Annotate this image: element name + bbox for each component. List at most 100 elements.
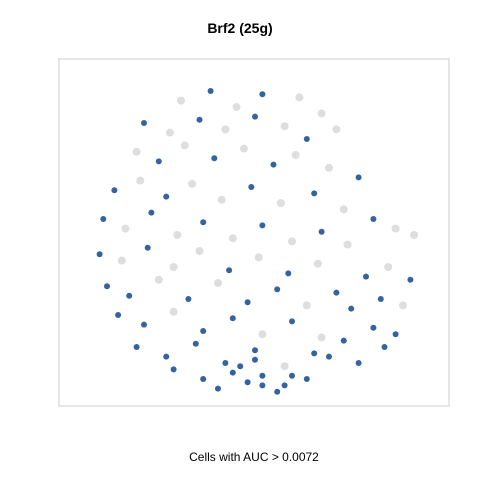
cell-point [180, 141, 189, 150]
cell-point [332, 125, 341, 134]
cell-point [291, 151, 300, 159]
cell-point [214, 279, 222, 287]
cell-point-high-auc [259, 372, 266, 379]
cell-point [295, 93, 304, 102]
cell-point-high-auc [407, 276, 414, 283]
cell-point-high-auc [207, 88, 214, 94]
cell-point [121, 224, 130, 233]
cell-point-high-auc [211, 155, 218, 162]
cell-point-high-auc [252, 113, 258, 120]
cell-point [339, 205, 348, 214]
cell-point [232, 103, 241, 111]
cell-point [254, 253, 263, 262]
cell-point-high-auc [148, 209, 155, 216]
cell-point [169, 307, 178, 316]
cell-point-high-auc [270, 161, 277, 168]
cell-point-high-auc [355, 360, 362, 366]
cell-point-high-auc [303, 376, 310, 382]
cell-point-high-auc [281, 382, 288, 389]
cell-point-high-auc [163, 353, 170, 360]
cell-point-high-auc [303, 136, 310, 142]
cell-point-high-auc [185, 296, 192, 302]
cell-point-high-auc [340, 337, 347, 344]
cell-point-high-auc [115, 312, 122, 318]
cell-point [317, 109, 326, 118]
cell-point-high-auc [196, 116, 203, 123]
cell-point [317, 333, 326, 342]
cell-point-high-auc [141, 120, 147, 126]
cell-point-high-auc [104, 283, 110, 290]
cell-point [258, 330, 267, 339]
cell-point [132, 147, 141, 156]
cell-point-high-auc [392, 331, 399, 338]
cell-point [221, 125, 230, 134]
cell-point-high-auc [370, 216, 377, 222]
cell-point-high-auc [192, 340, 199, 347]
cell-point-high-auc [126, 292, 133, 299]
cell-point [173, 231, 182, 239]
cell-point [177, 96, 185, 105]
cell-point-high-auc [200, 219, 207, 226]
cell-point [169, 263, 178, 271]
cell-point-high-auc [333, 289, 340, 296]
cell-point-high-auc [133, 344, 140, 350]
cell-point [410, 231, 419, 239]
cell-point-high-auc [285, 270, 292, 277]
cell-point-high-auc [252, 347, 258, 354]
cell-point-high-auc [141, 321, 147, 328]
cell-point-high-auc [215, 385, 221, 392]
cell-point-high-auc [355, 174, 362, 181]
cell-point [228, 234, 237, 243]
cell-point [117, 256, 126, 265]
cell-point-high-auc [377, 296, 384, 302]
cell-point [343, 240, 352, 249]
cell-point-high-auc [229, 315, 236, 322]
cell-point-high-auc [311, 190, 318, 197]
cell-point-high-auc [259, 91, 266, 98]
cell-point-high-auc [200, 376, 207, 382]
cell-point [165, 128, 174, 137]
plot-frame [58, 58, 450, 407]
cell-point-high-auc [229, 369, 236, 376]
cell-point-high-auc [163, 193, 170, 200]
cell-point-high-auc [244, 379, 251, 386]
points-layer [96, 88, 419, 395]
cell-point-high-auc [289, 372, 295, 379]
cell-point [280, 122, 289, 131]
cell-point-high-auc [259, 222, 266, 229]
cell-point-high-auc [155, 158, 162, 165]
cell-point-high-auc [96, 251, 103, 258]
cell-point-high-auc [170, 366, 177, 373]
cell-point-high-auc [248, 184, 255, 190]
cell-point-high-auc [144, 244, 151, 251]
cell-point-high-auc [237, 363, 244, 370]
cell-point-high-auc [274, 286, 281, 293]
cell-point-high-auc [363, 273, 369, 280]
cell-point [302, 301, 311, 310]
cell-point-high-auc [311, 350, 318, 357]
cell-point-high-auc [381, 344, 388, 350]
cell-point-high-auc [252, 356, 258, 363]
cell-point-high-auc [200, 328, 207, 334]
cell-point-high-auc [111, 187, 118, 194]
cell-point [217, 195, 226, 204]
cell-point [384, 263, 393, 271]
cell-point-high-auc [222, 360, 229, 366]
cell-point [325, 163, 333, 172]
cell-point [239, 144, 248, 153]
x-axis-label: Cells with AUC > 0.0072 [189, 450, 319, 464]
cell-point [154, 275, 163, 284]
cell-point-high-auc [370, 324, 377, 331]
cell-point [280, 362, 289, 371]
chart-title: Brf2 (25g) [207, 20, 273, 36]
cell-point-high-auc [226, 267, 233, 274]
cell-point-high-auc [289, 318, 295, 325]
cell-point [313, 259, 322, 268]
cell-point-high-auc [274, 388, 281, 395]
cell-point-high-auc [318, 228, 325, 235]
cell-point-high-auc [326, 353, 332, 360]
cell-point-high-auc [100, 216, 107, 222]
cell-point [188, 179, 197, 188]
cell-point [195, 247, 204, 255]
